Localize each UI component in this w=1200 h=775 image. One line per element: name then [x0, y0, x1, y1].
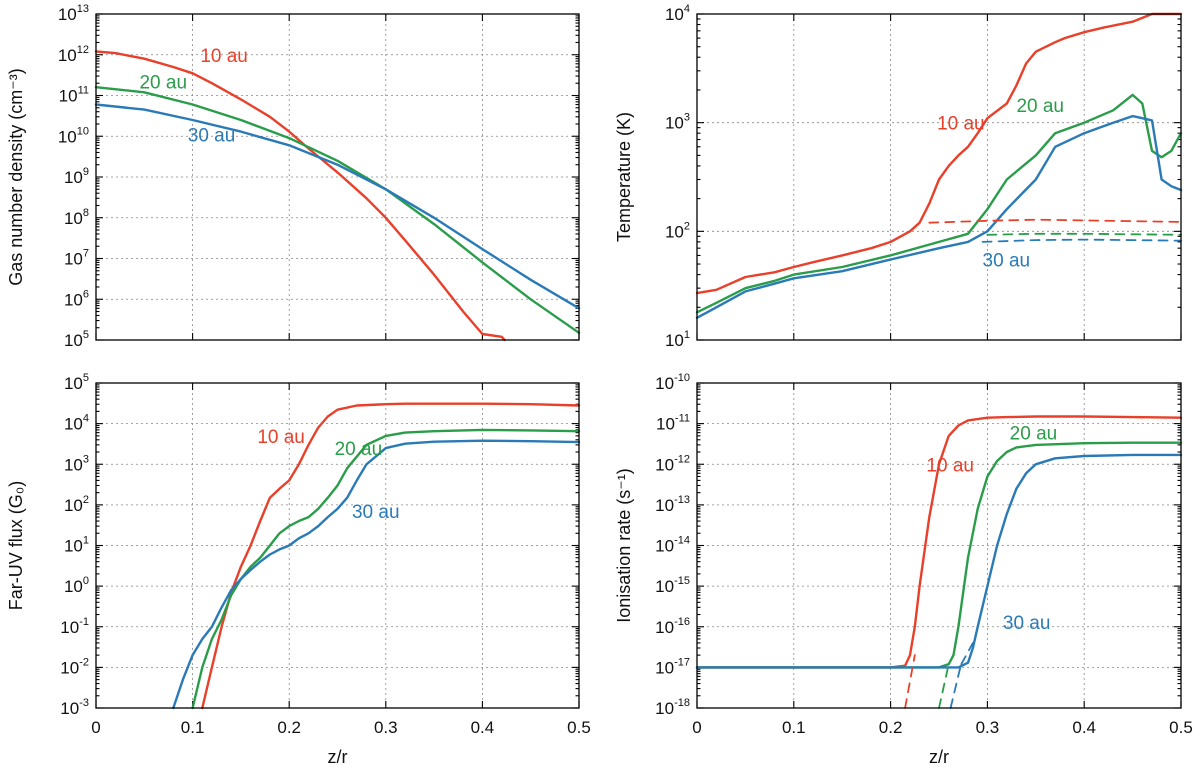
curve-label: 30 au [352, 502, 400, 523]
y-tick-label: 104 [64, 413, 89, 434]
series-line [695, 93, 1183, 314]
y-tick-label: 10-10 [655, 372, 690, 393]
x-tick-label: 0.2 [277, 718, 301, 737]
x-tick-label: 0.5 [567, 718, 591, 737]
plot-frame [696, 13, 1182, 341]
y-tick-label: 102 [665, 220, 690, 241]
series-group [172, 402, 581, 710]
y-tick-label: 107 [64, 248, 89, 269]
x-tick-label: 0.4 [1072, 718, 1096, 737]
y-tick-label: 101 [64, 535, 89, 556]
series-group [695, 12, 1183, 319]
series-line [986, 232, 1182, 236]
y-tick-label: 1011 [59, 85, 89, 106]
curve-label: 20 au [1010, 424, 1058, 445]
y-tick-label: 103 [64, 453, 89, 474]
x-tick-label: 0 [692, 718, 701, 737]
y-tick-label: 10-13 [655, 494, 690, 515]
temperature-panel: 101 102 103 104 Temperature (K) 10 au 20 au 30 … [614, 3, 1183, 350]
y-tick-label: 10-11 [656, 413, 690, 434]
density-panel: 105 106 107 108 109 1010 1011 1012 1013 Gas numbe… [6, 3, 581, 350]
curve-label: 30 au [983, 251, 1031, 272]
y-axis-label: Gas number density (cm⁻³) [6, 68, 26, 286]
y-axis-label: Ionisation rate (s⁻¹) [614, 468, 634, 623]
series-line [201, 402, 581, 710]
series-line [981, 238, 1182, 243]
gridlines [96, 14, 579, 340]
plot-frame [95, 382, 580, 709]
curve-label: 10 au [200, 46, 248, 67]
series-line [904, 654, 916, 709]
series-line [695, 415, 1183, 669]
series-group [695, 415, 1183, 709]
x-tick-label: 0.1 [181, 718, 205, 737]
y-tick-label: 10-14 [655, 535, 690, 556]
fuv-panel: 10-3 10-2 10-1 100 101 102 103 104 105 0 0.1 0.2 0.3… [6, 372, 591, 767]
series-line [172, 439, 581, 710]
series-line [960, 642, 974, 666]
curve-label: 10 au [257, 427, 305, 448]
y-tick-label: 1013 [58, 3, 89, 24]
y-axis-label: Temperature (K) [614, 112, 634, 242]
series-group [94, 50, 581, 342]
y-tick-label: 10-1 [60, 616, 89, 637]
x-tick-label: 0 [91, 718, 100, 737]
series-line [94, 50, 506, 342]
series-line [938, 663, 950, 709]
y-tick-label: 10-18 [655, 697, 690, 718]
plot-frame [95, 13, 580, 341]
y-tick-label: 10-3 [60, 697, 89, 718]
y-tick-label: 108 [64, 207, 89, 228]
y-tick-label: 102 [64, 494, 89, 515]
series-line [695, 12, 1183, 295]
y-tick-label: 109 [64, 166, 89, 187]
y-tick-label: 10-17 [655, 656, 690, 677]
y-tick-label: 1010 [58, 125, 89, 146]
curve-label: 30 au [188, 126, 236, 147]
y-tick-label: 10-16 [655, 616, 690, 637]
y-tick-label: 104 [665, 3, 690, 24]
gridlines [96, 383, 579, 708]
x-tick-label: 0.3 [374, 718, 398, 737]
x-tick-label: 0.5 [1169, 718, 1193, 737]
plot-frame [696, 382, 1182, 709]
y-tick-label: 103 [665, 112, 690, 133]
series-line [928, 218, 1182, 224]
y-tick-label: 105 [64, 329, 89, 350]
series-line [949, 666, 962, 709]
series-line [94, 103, 581, 310]
x-tick-label: 0.4 [471, 718, 495, 737]
series-line [191, 428, 581, 710]
y-axis-label: Far-UV flux (G₀) [6, 481, 26, 610]
x-tick-label: 0.2 [879, 718, 903, 737]
y-tick-label: 101 [665, 329, 690, 350]
y-tick-label: 10-2 [60, 656, 89, 677]
curve-label: 10 au [926, 455, 974, 476]
y-tick-label: 10-15 [655, 575, 690, 596]
y-tick-label: 100 [64, 575, 89, 596]
ionisation-panel: 10-18 10-17 10-16 10-15 10-14 10-13 10-12 10-11… [614, 372, 1193, 767]
x-tick-label: 0.3 [976, 718, 1000, 737]
y-tick-label: 1012 [58, 44, 89, 65]
gridlines [697, 14, 1181, 340]
series-line [695, 441, 1183, 669]
series-line [695, 114, 1183, 319]
series-line [695, 453, 1183, 669]
curve-label: 30 au [1003, 613, 1051, 634]
curve-label: 20 au [139, 73, 187, 94]
y-tick-label: 10-12 [655, 453, 690, 474]
x-axis-label: z/r [328, 747, 348, 767]
series-line [94, 85, 581, 334]
x-axis-label: z/r [929, 747, 949, 767]
curve-label: 20 au [335, 439, 383, 460]
y-tick-label: 106 [64, 288, 89, 309]
curve-label: 20 au [1016, 96, 1064, 117]
y-tick-label: 105 [64, 372, 89, 393]
curve-label: 10 au [937, 114, 985, 135]
axis-ticks [696, 13, 1182, 341]
x-tick-label: 0.1 [782, 718, 806, 737]
gridlines [697, 383, 1181, 708]
